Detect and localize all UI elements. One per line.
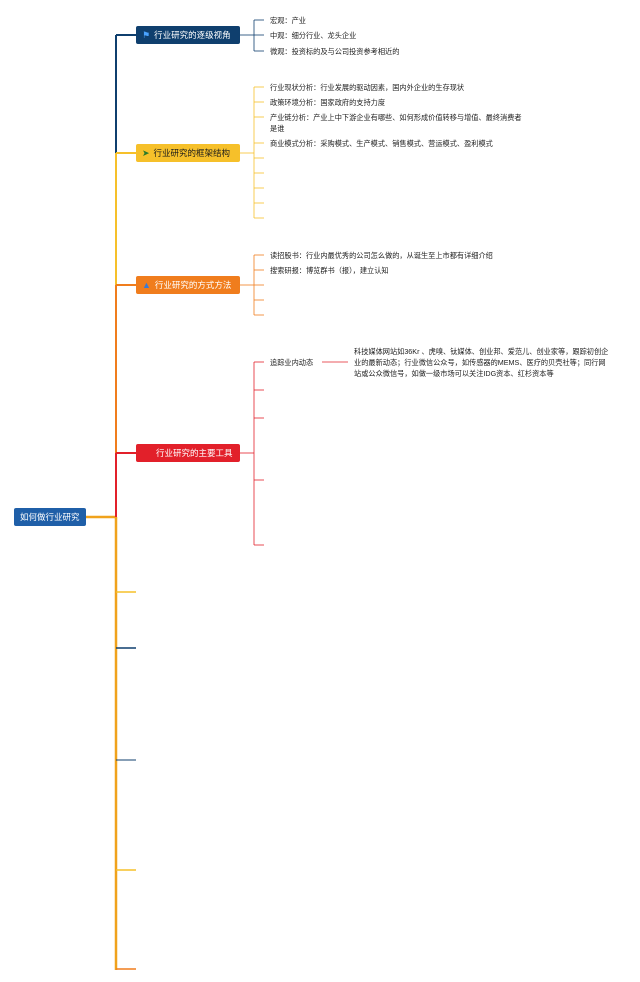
branch-node-framework[interactable]: ➤ 行业研究的框架结构: [136, 144, 240, 162]
leaf-item: 搜索研报：博览群书（报），建立认知: [270, 266, 389, 275]
root-node[interactable]: 如何做行业研究: [14, 508, 86, 526]
root-label: 如何做行业研究: [20, 512, 80, 522]
branch-label: 行业研究的主要工具: [156, 448, 233, 458]
branch-node-methods[interactable]: ▲ 行业研究的方式方法: [136, 276, 240, 294]
leaf-item: 追踪业内动态: [270, 358, 314, 367]
flag-icon: ⚑: [142, 30, 151, 40]
triangle-icon: ▲: [142, 280, 151, 290]
leaf-item: 中观：细分行业、龙头企业: [270, 31, 357, 40]
leaf-item: 商业模式分析：采购模式、生产模式、销售模式、营运模式、盈利模式: [270, 139, 493, 148]
branch-label: 行业研究的逐级视角: [154, 30, 231, 40]
leaf-item: 政策环境分析：国家政府的支持力度: [270, 98, 386, 107]
leaf-item: 读招股书：行业内最优秀的公司怎么做的，从诞生至上市都有详细介绍: [270, 251, 493, 260]
branch-node-perspective[interactable]: ⚑ 行业研究的逐级视角: [136, 26, 240, 44]
detail-text: 科技媒体网站如36Kr 、虎嗅、钛媒体、创业邦、爱范儿、创业家等，跟踪初创企业的…: [354, 347, 609, 378]
leaf-item: 产业链分析：产业上中下游企业有哪些、如何形成价值转移与增值、最终消费者是谁: [270, 113, 522, 133]
branch-node-tools[interactable]: 行业研究的主要工具: [136, 444, 240, 462]
branch-label: 行业研究的方式方法: [154, 280, 232, 290]
leaf-item: 宏观：产业: [270, 16, 306, 25]
leaf-item: 行业现状分析：行业发展的驱动因素，国内外企业的生存现状: [270, 83, 465, 92]
send-icon: ➤: [142, 148, 150, 158]
branch-label: 行业研究的框架结构: [153, 148, 231, 158]
leaf-item: 微观：投资标的及与公司投资参考相近的: [270, 47, 400, 56]
